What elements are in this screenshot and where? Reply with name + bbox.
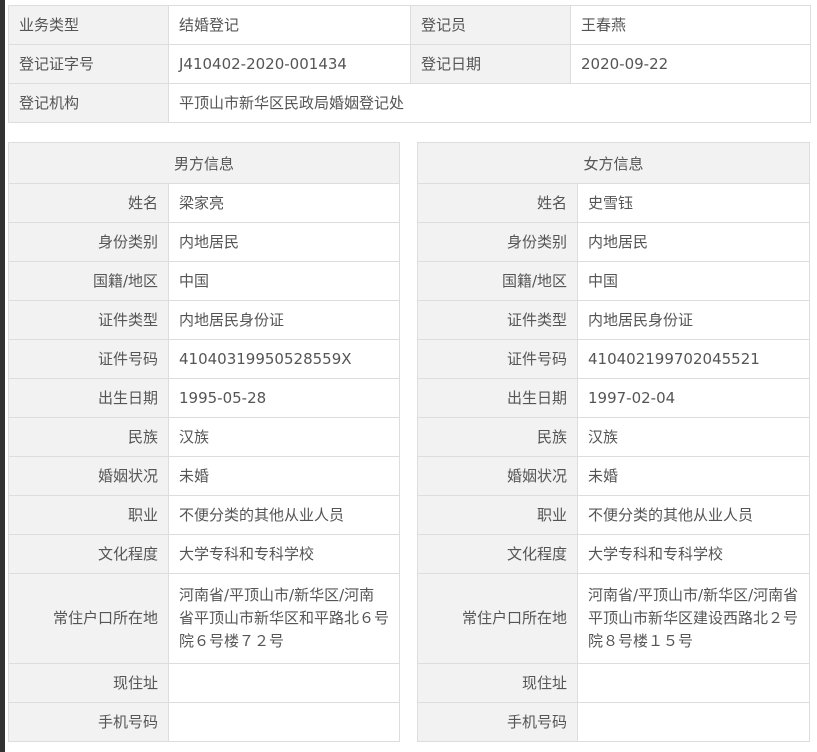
female-info-table: 女方信息 姓名 史雪钰 身份类别 内地居民 国籍/地区 中国 证件类型 内地居民身份证 证件号码 4… [417,142,810,742]
panel-header-row: 女方信息 [417,142,810,184]
table-row: 证件类型 内地居民身份证 [417,300,810,340]
field-label: 常住户口所在地 [417,573,578,664]
field-value: 汉族 [168,417,400,457]
field-value: 河南省/平顶山市/新华区/河南省平顶山市新华区建设西路北２号院８号楼１５号 [577,573,810,664]
field-value: 不便分类的其他从业人员 [168,495,400,535]
table-row: 出生日期 1995-05-28 [8,378,400,418]
field-value [168,663,400,703]
table-row: 手机号码 [417,702,810,742]
table-row: 姓名 梁家亮 [8,183,400,223]
field-label: 婚姻状况 [8,456,169,496]
field-label: 职业 [8,495,169,535]
male-info-table: 男方信息 姓名 梁家亮 身份类别 内地居民 国籍/地区 中国 证件类型 内地居民身份证 证件号码 4… [8,142,400,742]
field-label: 国籍/地区 [8,261,169,301]
cert-no-label: 登记证字号 [8,44,169,84]
field-value: 不便分类的其他从业人员 [577,495,810,535]
field-value [577,702,810,742]
field-label: 民族 [417,417,578,457]
table-row: 现住址 [417,663,810,703]
field-label: 证件号码 [417,339,578,379]
table-row: 证件类型 内地居民身份证 [8,300,400,340]
field-value [168,702,400,742]
reg-date-value: 2020-09-22 [570,44,811,84]
field-label: 文化程度 [417,534,578,574]
female-panel-title: 女方信息 [417,142,810,184]
field-value: 41040319950528559X [168,339,400,379]
agency-label: 登记机构 [8,83,169,123]
table-row: 业务类型 结婚登记 登记员 王春燕 [8,5,811,45]
field-label: 国籍/地区 [417,261,578,301]
field-value: 中国 [577,261,810,301]
field-label: 出生日期 [8,378,169,418]
field-label: 文化程度 [8,534,169,574]
table-row: 身份类别 内地居民 [8,222,400,262]
table-row: 国籍/地区 中国 [417,261,810,301]
cert-no-value: J410402-2020-001434 [168,44,411,84]
field-value: 内地居民 [168,222,400,262]
field-label: 民族 [8,417,169,457]
field-label: 婚姻状况 [417,456,578,496]
field-value: 1995-05-28 [168,378,400,418]
field-value: 史雪钰 [577,183,810,223]
field-label: 身份类别 [417,222,578,262]
male-panel-title: 男方信息 [8,142,400,184]
table-row: 登记机构 平顶山市新华区民政局婚姻登记处 [8,83,811,123]
field-value: 内地居民身份证 [168,300,400,340]
field-value: 410402199702045521 [577,339,810,379]
table-row: 文化程度 大学专科和专科学校 [417,534,810,574]
field-label: 常住户口所在地 [8,573,169,664]
field-label: 职业 [417,495,578,535]
field-label: 现住址 [417,663,578,703]
field-value: 大学专科和专科学校 [577,534,810,574]
field-label: 姓名 [8,183,169,223]
registrar-label: 登记员 [410,5,571,45]
table-row: 证件号码 41040319950528559X [8,339,400,379]
table-row: 民族 汉族 [8,417,400,457]
field-label: 现住址 [8,663,169,703]
field-value [577,663,810,703]
field-value: 中国 [168,261,400,301]
table-row: 婚姻状况 未婚 [417,456,810,496]
field-value: 大学专科和专科学校 [168,534,400,574]
table-row: 职业 不便分类的其他从业人员 [8,495,400,535]
table-row: 登记证字号 J410402-2020-001434 登记日期 2020-09-2… [8,44,811,84]
table-row: 出生日期 1997-02-04 [417,378,810,418]
field-label: 出生日期 [417,378,578,418]
field-label: 证件类型 [417,300,578,340]
table-row: 国籍/地区 中国 [8,261,400,301]
table-row: 常住户口所在地 河南省/平顶山市/新华区/河南省平顶山市新华区和平路北６号院６号楼… [8,573,400,664]
field-value: 未婚 [577,456,810,496]
table-row: 手机号码 [8,702,400,742]
field-value: 河南省/平顶山市/新华区/河南省平顶山市新华区和平路北６号院６号楼７２号 [168,573,400,664]
field-value: 内地居民 [577,222,810,262]
table-row: 现住址 [8,663,400,703]
table-row: 证件号码 410402199702045521 [417,339,810,379]
field-value: 1997-02-04 [577,378,810,418]
business-type-label: 业务类型 [8,5,169,45]
field-label: 证件类型 [8,300,169,340]
registration-summary-table: 业务类型 结婚登记 登记员 王春燕 登记证字号 J410402-2020-001… [8,5,811,123]
field-value: 梁家亮 [168,183,400,223]
field-value: 汉族 [577,417,810,457]
field-label: 身份类别 [8,222,169,262]
table-row: 文化程度 大学专科和专科学校 [8,534,400,574]
table-row: 职业 不便分类的其他从业人员 [417,495,810,535]
field-label: 姓名 [417,183,578,223]
table-row: 姓名 史雪钰 [417,183,810,223]
table-row: 婚姻状况 未婚 [8,456,400,496]
table-row: 身份类别 内地居民 [417,222,810,262]
table-row: 民族 汉族 [417,417,810,457]
business-type-value: 结婚登记 [168,5,411,45]
field-label: 手机号码 [8,702,169,742]
reg-date-label: 登记日期 [410,44,571,84]
table-row: 常住户口所在地 河南省/平顶山市/新华区/河南省平顶山市新华区建设西路北２号院８号… [417,573,810,664]
agency-value: 平顶山市新华区民政局婚姻登记处 [168,83,811,123]
field-label: 手机号码 [417,702,578,742]
field-value: 内地居民身份证 [577,300,810,340]
panel-header-row: 男方信息 [8,142,400,184]
registrar-value: 王春燕 [570,5,811,45]
window-edge [0,0,5,752]
field-value: 未婚 [168,456,400,496]
field-label: 证件号码 [8,339,169,379]
